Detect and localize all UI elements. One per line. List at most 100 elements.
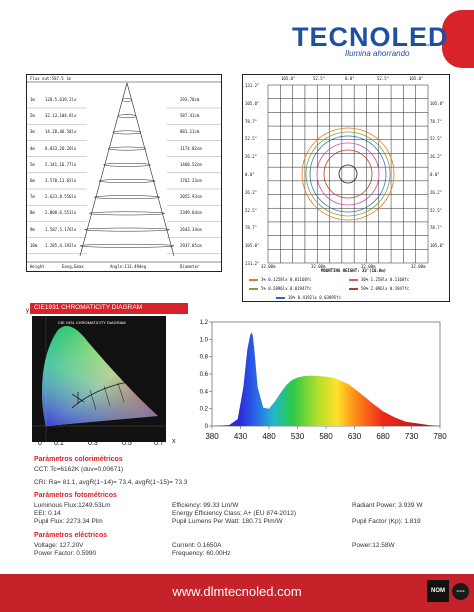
isolux-contour xyxy=(338,164,358,184)
pupil-factor-value: Pupil Factor (Kp): 1.819 xyxy=(352,518,421,525)
cone-illuminance: 14.28,46.58lx xyxy=(45,129,77,135)
legend-swatch xyxy=(249,288,258,290)
y-tick-label: 0.4 xyxy=(200,389,209,395)
cone-diameter: 2643.34cm xyxy=(180,226,202,232)
iso-left-label: 0.0° xyxy=(245,172,255,177)
iso-bottom-label: 32.00m xyxy=(311,264,326,269)
cone-ellipse xyxy=(112,130,142,135)
cone-distance: 4m xyxy=(30,145,35,151)
cie-title-bar xyxy=(30,303,188,314)
iso-left-label: 131.2° xyxy=(245,83,260,88)
legend-swatch xyxy=(276,297,285,299)
x-tick-label: 630 xyxy=(348,432,362,441)
cone-footer-diameter: Diameter xyxy=(180,264,200,269)
cone-ellipse xyxy=(122,98,132,102)
cone-diameter: 2055.93cm xyxy=(180,194,202,200)
legend-swatch xyxy=(349,279,358,281)
cie-diagram xyxy=(32,316,166,442)
iso-right-label: 52.5° xyxy=(430,207,443,213)
cone-illuminance: 5.141,16.77lx xyxy=(45,161,77,167)
colorimetric-title: Parámetros colorimétricos xyxy=(34,456,123,463)
eei-value: EEI: 0.14 xyxy=(34,510,61,517)
footer-bar xyxy=(0,574,474,612)
cone-diameter: 1174.82cm xyxy=(180,145,202,151)
mounting-height-label: MOUNTING HEIGHT: 33'(10.0m) xyxy=(321,268,387,273)
x-tick-label: 480 xyxy=(262,432,276,441)
isolux-contour xyxy=(301,127,395,221)
cone-footer-height: Height xyxy=(30,264,45,269)
iso-left-label: 26.2° xyxy=(245,154,258,160)
cie-x-tick: 0 xyxy=(38,440,42,447)
nom-certification-logo: NOM xyxy=(427,580,449,602)
website-link[interactable]: www.dlmtecnoled.com xyxy=(172,584,302,599)
pupil-flux-value: Pupil Flux: 2273.34 Plm xyxy=(34,518,103,525)
spectrum-plot: 380 430 480 530 580 630 680 730 780 0 0.2 0.4 0.6 0.8… xyxy=(200,320,448,441)
brand-logo-sup: sa xyxy=(425,42,430,47)
cone-illuminance: 2.623,8.556lx xyxy=(45,194,77,200)
cie-x-tick: 0.1 xyxy=(54,440,64,447)
iso-right-label: 26.2° xyxy=(430,154,443,160)
isolux-contour xyxy=(305,131,391,217)
cone-footer-angle: Angle:111.49deg xyxy=(110,264,147,269)
iso-top-label: 52.5° xyxy=(377,76,390,81)
cone-distance: 1m xyxy=(30,97,35,102)
cone-ellipse xyxy=(117,114,137,119)
brand-tagline: Ilumina ahorrando xyxy=(345,49,410,58)
iso-bottom-label: 32.00m xyxy=(361,264,376,269)
iso-bottom-label: 32.00m xyxy=(411,264,426,269)
iso-right-label: 105.0° xyxy=(430,243,445,249)
isolux-grid-drawing xyxy=(267,84,429,264)
photometric-title: Parámetros fotométricos xyxy=(34,492,117,499)
current-value: Current: 0.1650A xyxy=(172,542,222,549)
cone-diameter: 293.70cm xyxy=(180,97,200,102)
cie-y-axis-label: y xyxy=(26,308,29,314)
cone-ellipse xyxy=(79,243,175,248)
iso-bottom-label: 32.00m xyxy=(261,264,276,269)
x-tick-label: 730 xyxy=(405,432,419,441)
iso-left-label: 105.0° xyxy=(245,243,260,249)
x-tick-label: 780 xyxy=(433,432,447,441)
iso-left-label: 131.2° xyxy=(245,261,260,266)
iso-right-label: 78.7° xyxy=(430,118,443,124)
cie-title: CIE1931 CHROMATICITY DIAGRAM xyxy=(34,304,143,311)
cone-ellipse xyxy=(98,179,156,183)
legend-swatch xyxy=(249,279,258,281)
brand-logo: TECNOLED xyxy=(292,22,449,52)
cone-distance: 10m xyxy=(30,242,38,248)
power-value: Power:12.58W xyxy=(352,542,395,549)
cone-diameter: 2349.64cm xyxy=(180,210,202,216)
cone-distance: 5m xyxy=(30,161,35,167)
cone-illuminance: 2.008,6.551lx xyxy=(45,210,77,216)
legend-entry: 50% 2.096lx 0.1947fc xyxy=(361,286,410,291)
iso-top-label: 52.5° xyxy=(313,76,326,81)
x-tick-label: 380 xyxy=(205,432,219,441)
frequency-value: Frequency: 60.00Hz xyxy=(172,550,231,557)
cone-illuminance: 128.5,619.2lx xyxy=(45,97,77,102)
cone-distance: 8m xyxy=(30,210,35,216)
cie-panel: CIE1931 CHROMATICITY DIAGRAM y xyxy=(24,300,192,450)
y-tick-label: 0 xyxy=(205,424,209,430)
iso-top-label: 105.0° xyxy=(409,76,424,81)
cone-footer-eavg: Eavg,Emax xyxy=(62,264,84,269)
cie-inner-title: CIE 1931 CHROMATICITY DIAGRAM xyxy=(58,320,126,325)
iso-right-label: 52.5° xyxy=(430,136,443,142)
legend-entry: 30% 1.258lx 0.1168fc xyxy=(361,277,410,282)
cone-illuminance: 1.285,4.192lx xyxy=(45,242,77,248)
y-tick-label: 1.0 xyxy=(200,337,209,343)
x-tick-label: 530 xyxy=(291,432,305,441)
iso-right-label: 0.0° xyxy=(430,172,440,177)
spectrum-area xyxy=(212,332,440,426)
iso-right-label: 105.0° xyxy=(430,100,445,106)
iso-left-label: 26.2° xyxy=(245,189,258,195)
iso-left-label: 52.5° xyxy=(245,207,258,213)
x-tick-label: 580 xyxy=(319,432,333,441)
light-cone-drawing xyxy=(27,81,221,263)
isolux-contour xyxy=(323,149,373,199)
cone-ellipse xyxy=(84,227,170,232)
cri-value: CRI: Ra= 81.1, avgR(1~14)= 73.4, avgR(1~… xyxy=(34,479,188,486)
cone-ellipse xyxy=(89,211,165,216)
y-tick-label: 0.8 xyxy=(200,355,209,361)
cone-ellipse xyxy=(93,195,161,200)
iso-left-label: 78.7° xyxy=(245,118,258,124)
x-tick-label: 430 xyxy=(234,432,248,441)
